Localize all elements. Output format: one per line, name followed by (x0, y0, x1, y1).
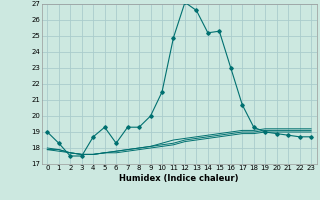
X-axis label: Humidex (Indice chaleur): Humidex (Indice chaleur) (119, 174, 239, 183)
